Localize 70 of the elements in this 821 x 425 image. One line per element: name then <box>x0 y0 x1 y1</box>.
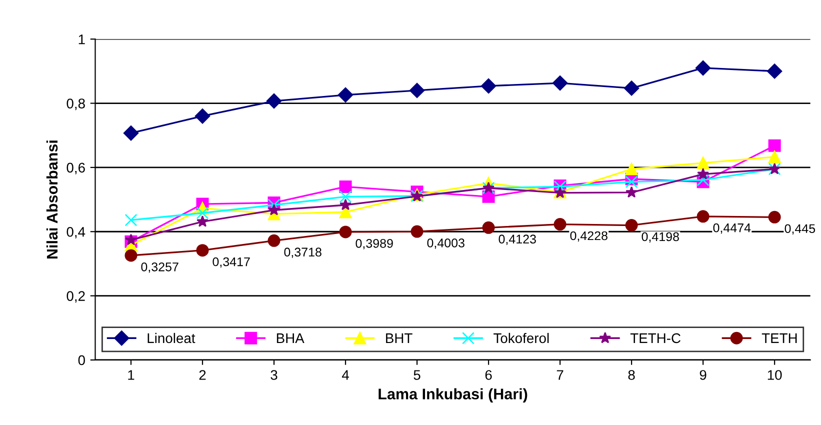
point <box>338 87 354 102</box>
data-label: 0,4003 <box>427 238 464 249</box>
point <box>625 176 638 188</box>
legend-label: BHT <box>386 333 412 343</box>
point <box>696 210 710 223</box>
point <box>695 60 711 76</box>
point <box>768 210 781 224</box>
data-label: 0,3718 <box>284 248 322 258</box>
point <box>482 221 495 234</box>
point <box>768 139 781 152</box>
x-tick-label: 2 <box>199 370 206 380</box>
x-tick-label: 3 <box>270 370 278 380</box>
point <box>554 218 566 231</box>
x-tick-label: 9 <box>700 370 706 380</box>
x-tick-label: 10 <box>768 370 782 380</box>
data-label: 0,3989 <box>356 238 393 250</box>
point <box>409 82 425 98</box>
point <box>268 198 280 212</box>
point <box>767 64 782 79</box>
y-tick-label: 0,6 <box>66 162 85 174</box>
point <box>124 214 138 226</box>
point <box>480 78 496 94</box>
data-label: 0,3257 <box>141 262 178 273</box>
x-tick-label: 1 <box>128 370 134 380</box>
point <box>625 162 638 176</box>
point <box>196 215 208 227</box>
point <box>696 156 710 170</box>
data-label: 0,4228 <box>570 231 608 242</box>
x-tick-label: 8 <box>628 370 635 380</box>
data-label: 0,445 <box>784 224 816 235</box>
data-label: 0,4474 <box>713 223 751 234</box>
legend-label: TETH-C <box>630 333 680 344</box>
point <box>266 93 282 109</box>
data-label: 0,4198 <box>642 232 679 243</box>
x-tick-label: 6 <box>485 370 492 380</box>
y-axis-title: Nilai Absorbansi <box>46 140 58 258</box>
point <box>410 225 424 238</box>
legend-label: TETH <box>762 333 797 343</box>
point <box>339 190 352 203</box>
point <box>124 249 138 262</box>
point <box>268 234 280 247</box>
x-tick-label: 7 <box>556 370 564 380</box>
point <box>552 75 568 91</box>
legend-label: Linoleat <box>148 332 196 344</box>
point <box>123 126 139 141</box>
point <box>340 198 352 210</box>
data-label: 0,4123 <box>498 234 536 246</box>
y-tick-label: 0,2 <box>66 291 85 303</box>
point <box>625 219 638 232</box>
point <box>196 206 209 220</box>
y-tick-label: 0 <box>78 355 85 366</box>
point <box>626 186 638 198</box>
point <box>339 180 352 193</box>
x-tick-label: 5 <box>414 370 420 380</box>
point <box>768 150 781 164</box>
y-tick-label: 1 <box>78 34 85 44</box>
point <box>125 234 137 246</box>
point <box>194 108 210 124</box>
legend-label: Tokoferol <box>494 332 549 344</box>
data-label: 0,3417 <box>212 257 250 268</box>
point <box>624 80 640 96</box>
point <box>268 204 280 216</box>
x-axis-title: Lama Inkubasi (Hari) <box>378 388 528 402</box>
y-tick-label: 0,8 <box>66 98 85 110</box>
y-tick-label: 0,4 <box>66 226 86 238</box>
x-tick-label: 4 <box>342 370 349 380</box>
point <box>339 226 352 238</box>
point <box>697 168 710 180</box>
point <box>196 244 209 257</box>
legend-label: BHA <box>276 333 304 343</box>
